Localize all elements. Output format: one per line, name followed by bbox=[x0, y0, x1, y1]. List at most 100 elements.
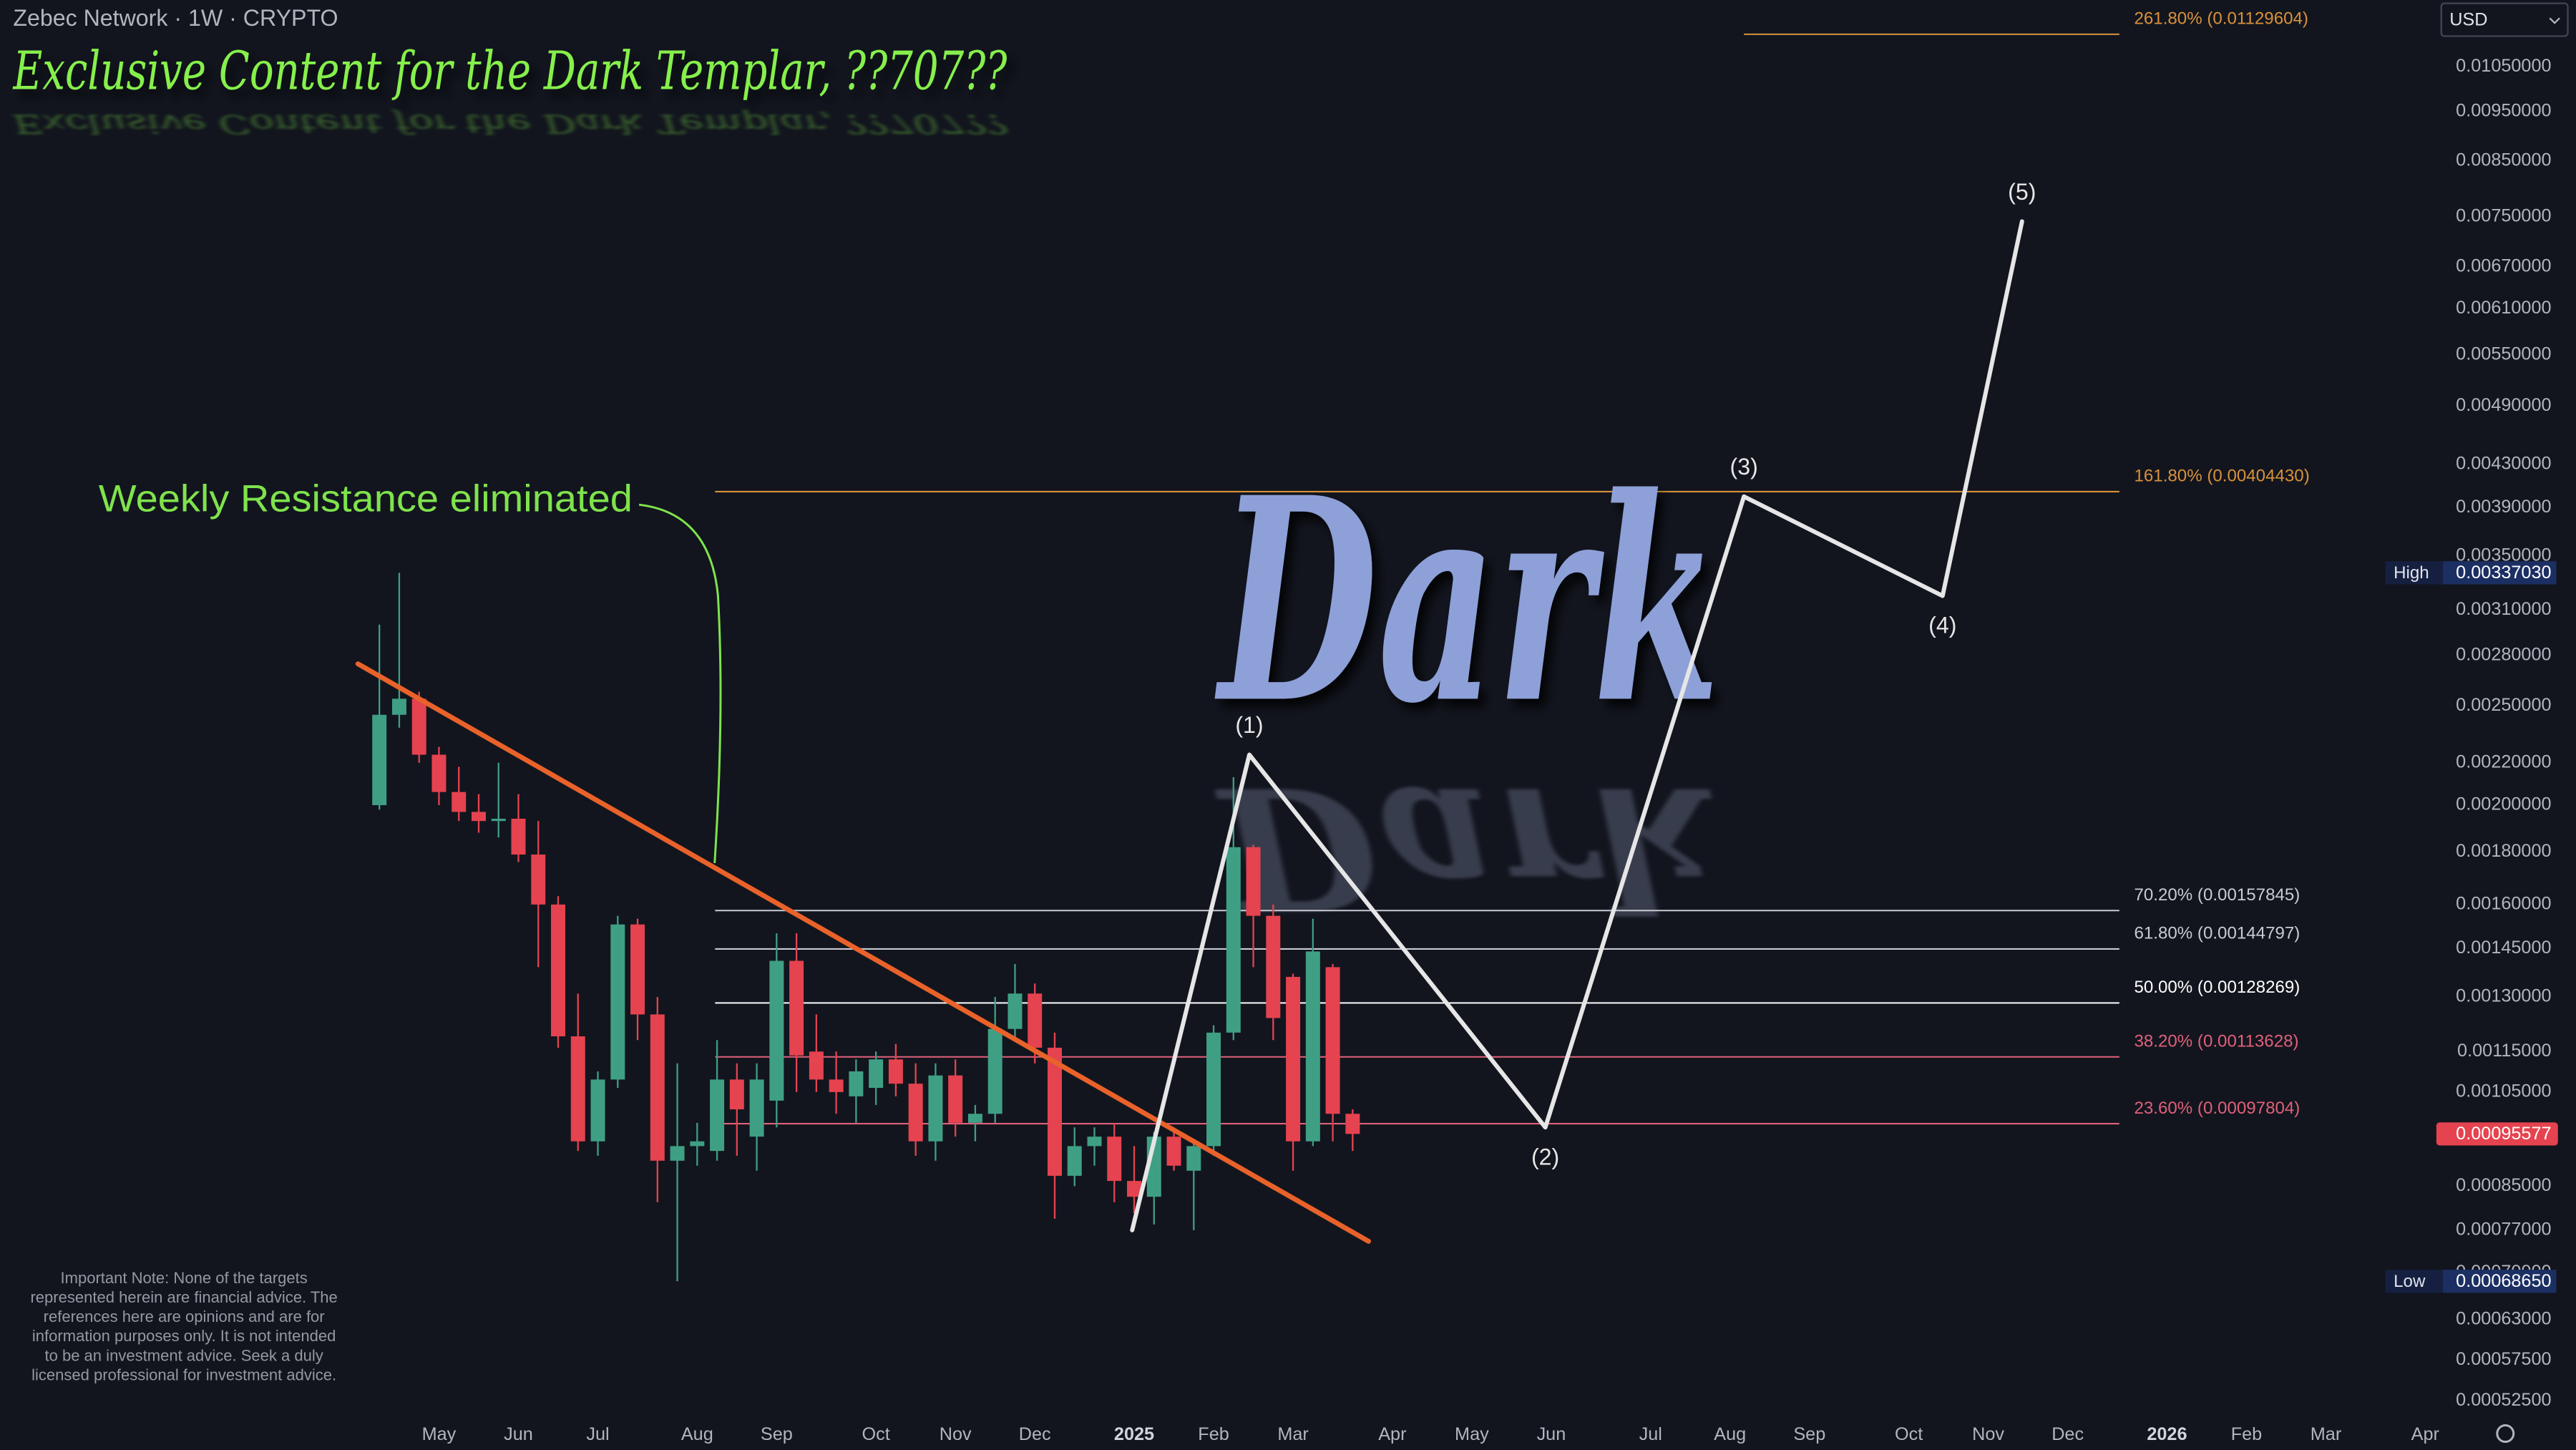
candle-body bbox=[849, 1071, 864, 1096]
candle-body bbox=[967, 1114, 982, 1123]
price-marker-label: 0.00337030 bbox=[2456, 563, 2551, 583]
y-tick-label: 0.00200000 bbox=[2456, 794, 2551, 814]
y-tick-label: 0.00280000 bbox=[2456, 644, 2551, 664]
last-price-label: 0.00095577 bbox=[2456, 1124, 2551, 1144]
x-tick-label: May bbox=[422, 1424, 457, 1444]
y-tick-label: 0.00085000 bbox=[2456, 1175, 2551, 1195]
candle-body bbox=[710, 1079, 725, 1152]
x-tick-label: Oct bbox=[1895, 1424, 1923, 1444]
settings-icon[interactable] bbox=[2496, 1424, 2515, 1444]
candle-body bbox=[670, 1146, 685, 1161]
y-tick-label: 0.00077000 bbox=[2456, 1220, 2551, 1240]
y-tick-label: 0.00052500 bbox=[2456, 1390, 2551, 1410]
candle-body bbox=[1286, 976, 1301, 1142]
y-tick-label: 0.00610000 bbox=[2456, 298, 2551, 318]
x-tick-label: Feb bbox=[1198, 1424, 1229, 1444]
annotation-connector bbox=[638, 503, 722, 864]
overlay: (1) (2) (3) (4) (5) bbox=[355, 179, 2036, 1244]
fib-label: 70.20% (0.00157845) bbox=[2134, 885, 2300, 905]
x-tick-label: Jun bbox=[1537, 1424, 1566, 1444]
x-tick-label: Nov bbox=[1972, 1424, 2004, 1444]
candle-body bbox=[1107, 1137, 1122, 1182]
candle-body bbox=[1246, 847, 1261, 916]
x-tick-label: May bbox=[1455, 1424, 1489, 1444]
candle-body bbox=[1067, 1146, 1082, 1176]
candle-body bbox=[888, 1059, 903, 1084]
y-tick-label: 0.00490000 bbox=[2456, 395, 2551, 415]
candle-body bbox=[690, 1141, 705, 1147]
candle-body bbox=[372, 714, 387, 806]
disclaimer-line: references here are opinions and are for bbox=[44, 1308, 325, 1325]
candle-body bbox=[511, 818, 526, 855]
wave-label: (1) bbox=[1235, 712, 1263, 738]
x-tick-label: 2026 bbox=[2147, 1424, 2187, 1444]
x-tick-label: Apr bbox=[2411, 1424, 2439, 1444]
y-tick-label: 0.00063000 bbox=[2456, 1308, 2551, 1328]
y-tick-label: 0.00130000 bbox=[2456, 986, 2551, 1006]
candle-body bbox=[1008, 993, 1023, 1029]
x-tick-label: Mar bbox=[1277, 1424, 1308, 1444]
y-tick-label: 0.00250000 bbox=[2456, 695, 2551, 715]
dropdown-icon bbox=[2549, 17, 2560, 24]
candle-body bbox=[769, 960, 784, 1101]
y-tick-label: 0.00180000 bbox=[2456, 841, 2551, 861]
disclaimer-line: information purposes only. It is not int… bbox=[32, 1327, 336, 1345]
fib-label: 23.60% (0.00097804) bbox=[2134, 1099, 2300, 1118]
candle-body bbox=[908, 1084, 923, 1142]
last-price-box bbox=[2436, 1122, 2558, 1146]
banner-reflection: Exclusive Content for the Dark Templar, … bbox=[12, 109, 1008, 140]
candle-body bbox=[570, 1036, 585, 1142]
x-tick-label: Dec bbox=[1019, 1424, 1051, 1444]
candle-body bbox=[729, 1079, 744, 1110]
y-tick-label: 0.00057500 bbox=[2456, 1349, 2551, 1369]
candle-body bbox=[809, 1051, 824, 1080]
x-tick-label: Sep bbox=[1793, 1424, 1825, 1444]
candle-body bbox=[551, 904, 566, 1037]
candle-body bbox=[452, 792, 467, 812]
candle-body bbox=[630, 924, 645, 1015]
price-marker-name: High bbox=[2394, 563, 2429, 583]
fib-label: 50.00% (0.00128269) bbox=[2134, 978, 2300, 997]
disclaimer: Important Note: None of the targetsrepre… bbox=[30, 1269, 337, 1384]
price-marker-value-box bbox=[2443, 561, 2557, 585]
currency-label: USD bbox=[2449, 9, 2487, 29]
trendline bbox=[355, 661, 1371, 1244]
candle-body bbox=[431, 754, 447, 792]
candle-body bbox=[590, 1079, 605, 1142]
candle-body bbox=[531, 855, 546, 905]
candle-body bbox=[1206, 1032, 1221, 1147]
candle-body bbox=[1047, 1047, 1062, 1176]
candle-body bbox=[650, 1014, 665, 1161]
candle-body bbox=[1325, 967, 1340, 1114]
banner: Exclusive Content for the Dark Templar, … bbox=[12, 42, 1008, 102]
candle-body bbox=[1305, 951, 1320, 1142]
price-marker-value-box bbox=[2443, 1270, 2557, 1293]
candle-body bbox=[1087, 1137, 1102, 1147]
x-tick-label: Mar bbox=[2311, 1424, 2341, 1444]
fib-label: 161.80% (0.00404430) bbox=[2134, 467, 2309, 486]
wave-label: (4) bbox=[1928, 613, 1956, 638]
candle-body bbox=[1186, 1146, 1201, 1171]
wave-label: (2) bbox=[1531, 1144, 1559, 1169]
watermark-reflection-text: Dark bbox=[1214, 749, 1720, 946]
candle-body bbox=[391, 699, 406, 715]
wave-label: (5) bbox=[2008, 179, 2036, 205]
fib-label: 261.80% (0.01129604) bbox=[2134, 9, 2308, 29]
disclaimer-line: Important Note: None of the targets bbox=[61, 1269, 308, 1287]
currency-select[interactable] bbox=[2440, 2, 2569, 37]
y-tick-label: 0.00105000 bbox=[2456, 1081, 2551, 1101]
x-tick-label: Aug bbox=[1714, 1424, 1746, 1444]
x-tick-label: Aug bbox=[681, 1424, 713, 1444]
fib-label: 38.20% (0.00113628) bbox=[2134, 1031, 2298, 1051]
banner-reflection-text: Exclusive Content for the Dark Templar, … bbox=[12, 109, 1008, 140]
candle-body bbox=[1028, 993, 1043, 1048]
symbol-title: Zebec Network · 1W · CRYPTO bbox=[13, 5, 338, 31]
price-marker-name: Low bbox=[2394, 1272, 2426, 1291]
candle-body bbox=[610, 924, 625, 1080]
x-tick-label: Jun bbox=[504, 1424, 533, 1444]
y-tick-label: 0.00160000 bbox=[2456, 894, 2551, 914]
candle-body bbox=[789, 960, 804, 1056]
candle-body bbox=[1345, 1114, 1360, 1134]
disclaimer-line: represented herein are financial advice.… bbox=[30, 1288, 337, 1306]
